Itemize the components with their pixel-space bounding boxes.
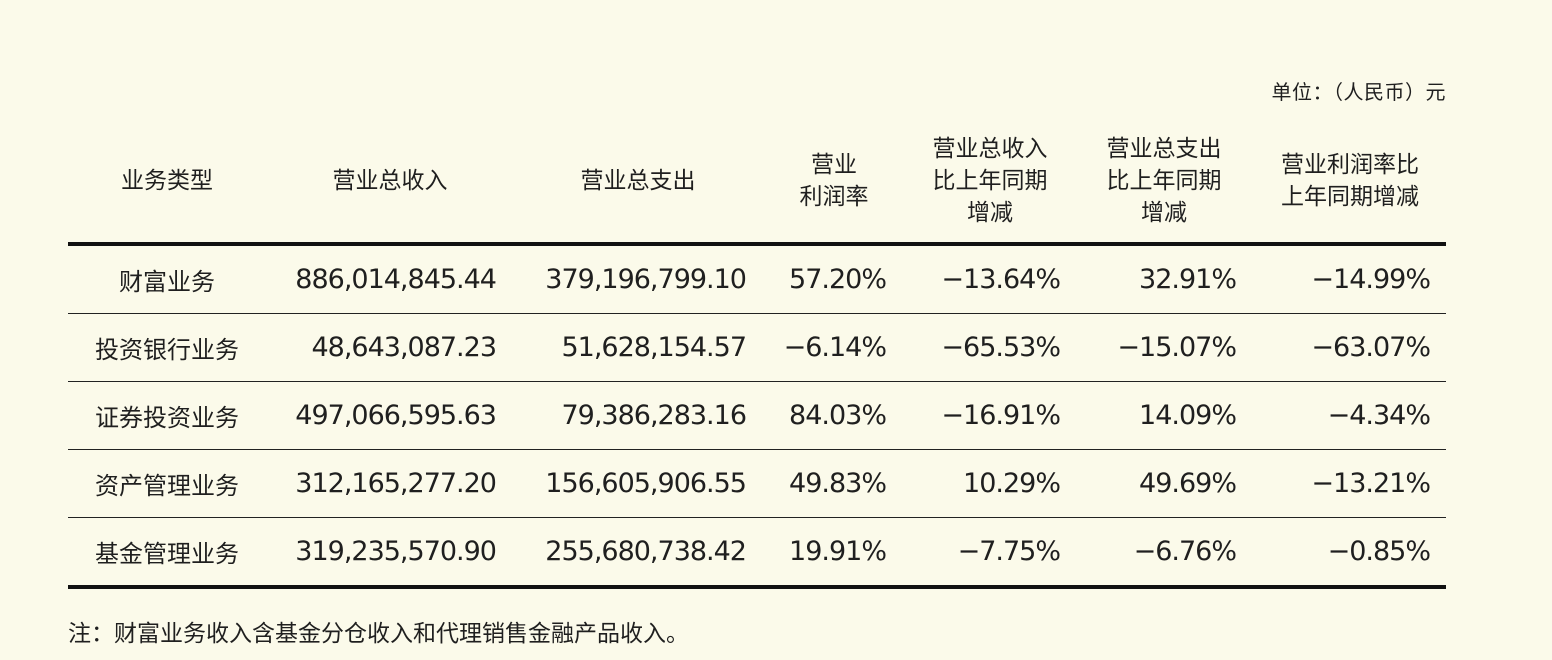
business-segment-table: 业务类型 营业总收入 营业总支出 营业 利润率 营业总收入 比上年同期 增减 营…	[68, 120, 1446, 589]
cell-revenue: 312,165,277.20	[266, 449, 514, 518]
cell-expense-yoy: 14.09%	[1074, 381, 1254, 450]
table-row: 基金管理业务 319,235,570.90 255,680,738.42 19.…	[68, 517, 1446, 589]
cell-margin: 19.91%	[762, 517, 906, 589]
cell-margin-yoy: −0.85%	[1254, 517, 1446, 589]
cell-expense: 156,605,906.55	[514, 449, 762, 518]
header-revenue-yoy: 营业总收入 比上年同期 增减	[906, 120, 1074, 246]
cell-revenue: 48,643,087.23	[266, 313, 514, 382]
cell-revenue-yoy: −7.75%	[906, 517, 1074, 589]
cell-expense-yoy: 32.91%	[1074, 244, 1254, 314]
cell-business-type: 财富业务	[68, 244, 266, 314]
cell-expense: 51,628,154.57	[514, 313, 762, 382]
cell-revenue-yoy: −16.91%	[906, 381, 1074, 450]
cell-margin: 57.20%	[762, 244, 906, 314]
header-type: 业务类型	[68, 120, 266, 246]
cell-revenue: 497,066,595.63	[266, 381, 514, 450]
cell-margin: 84.03%	[762, 381, 906, 450]
cell-expense-yoy: 49.69%	[1074, 449, 1254, 518]
cell-margin-yoy: −14.99%	[1254, 244, 1446, 314]
cell-margin: 49.83%	[762, 449, 906, 518]
header-margin: 营业 利润率	[762, 120, 906, 246]
cell-revenue: 886,014,845.44	[266, 244, 514, 314]
cell-expense: 255,680,738.42	[514, 517, 762, 589]
table-row: 证券投资业务 497,066,595.63 79,386,283.16 84.0…	[68, 381, 1446, 450]
cell-business-type: 证券投资业务	[68, 381, 266, 450]
table-row: 资产管理业务 312,165,277.20 156,605,906.55 49.…	[68, 449, 1446, 518]
cell-revenue-yoy: −65.53%	[906, 313, 1074, 382]
cell-business-type: 投资银行业务	[68, 313, 266, 382]
cell-margin: −6.14%	[762, 313, 906, 382]
header-expense: 营业总支出	[514, 120, 762, 246]
cell-margin-yoy: −13.21%	[1254, 449, 1446, 518]
header-margin-yoy: 营业利润率比 上年同期增减	[1254, 120, 1446, 246]
cell-expense-yoy: −6.76%	[1074, 517, 1254, 589]
table-header-row: 业务类型 营业总收入 营业总支出 营业 利润率 营业总收入 比上年同期 增减 营…	[68, 120, 1446, 246]
cell-expense: 79,386,283.16	[514, 381, 762, 450]
table-row: 财富业务 886,014,845.44 379,196,799.10 57.20…	[68, 244, 1446, 314]
cell-revenue: 319,235,570.90	[266, 517, 514, 589]
cell-revenue-yoy: −13.64%	[906, 244, 1074, 314]
table-footnote: 注：财富业务收入含基金分仓收入和代理销售金融产品收入。	[68, 621, 689, 647]
cell-business-type: 资产管理业务	[68, 449, 266, 518]
cell-margin-yoy: −63.07%	[1254, 313, 1446, 382]
header-revenue: 营业总收入	[266, 120, 514, 246]
table-row: 投资银行业务 48,643,087.23 51,628,154.57 −6.14…	[68, 313, 1446, 382]
cell-expense: 379,196,799.10	[514, 244, 762, 314]
cell-business-type: 基金管理业务	[68, 517, 266, 589]
cell-expense-yoy: −15.07%	[1074, 313, 1254, 382]
unit-label: 单位：（人民币）元	[1271, 80, 1446, 104]
cell-margin-yoy: −4.34%	[1254, 381, 1446, 450]
header-expense-yoy: 营业总支出 比上年同期 增减	[1074, 120, 1254, 246]
cell-revenue-yoy: 10.29%	[906, 449, 1074, 518]
